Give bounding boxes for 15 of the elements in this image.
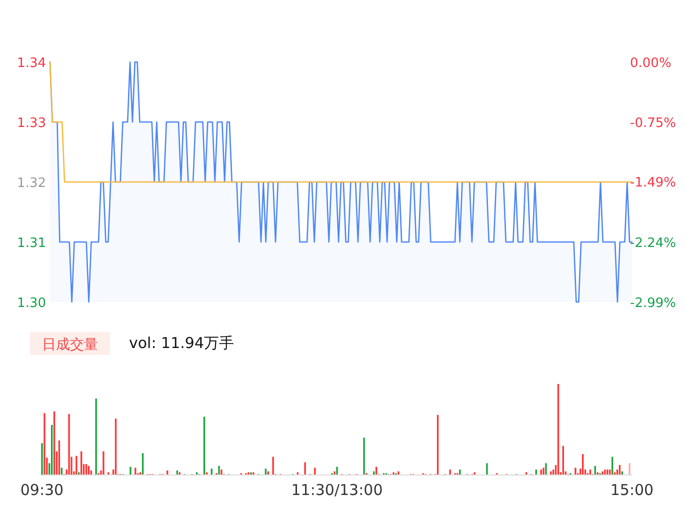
y2-tick: -1.49% xyxy=(630,176,676,191)
title: 日成交量 xyxy=(42,337,98,353)
x-tick: 15:00 xyxy=(610,481,654,499)
x-tick: 11:30/13:00 xyxy=(291,481,383,499)
x-tick: 09:30 xyxy=(20,481,64,499)
y-tick: 1.33 xyxy=(17,116,46,131)
y-tick: 1.30 xyxy=(17,296,46,311)
y2-tick: -2.24% xyxy=(630,236,676,251)
y2-tick: -2.99% xyxy=(630,296,676,311)
y2-tick: 0.00% xyxy=(630,56,672,71)
y-tick: 1.31 xyxy=(17,236,46,251)
y-tick: 1.34 xyxy=(17,56,46,71)
subtitle: vol: 11.94万手 xyxy=(129,334,234,352)
y2-tick: -0.75% xyxy=(630,116,676,132)
y-tick: 1.32 xyxy=(17,176,46,191)
